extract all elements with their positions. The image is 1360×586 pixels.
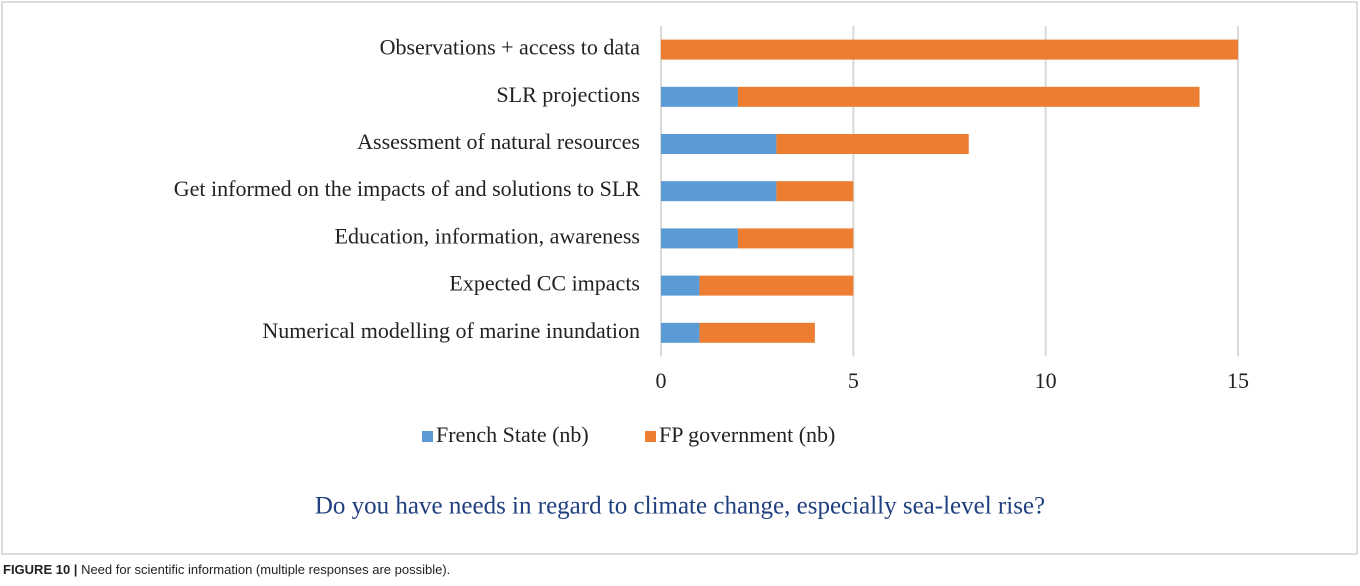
legend-swatch	[645, 431, 656, 442]
x-tick-label: 10	[1035, 368, 1057, 393]
y-tick-label: Education, information, awareness	[335, 223, 640, 248]
x-tick-label: 15	[1227, 368, 1249, 393]
legend-swatch	[422, 431, 433, 442]
y-tick-label: Numerical modelling of marine inundation	[262, 318, 640, 343]
bar-segment	[661, 39, 1238, 60]
x-tick-label: 0	[656, 368, 667, 393]
bar-segment	[737, 228, 854, 249]
bar-segment	[699, 275, 854, 296]
y-tick-label: Observations + access to data	[380, 35, 641, 60]
y-tick-label: Assessment of natural resources	[357, 129, 640, 154]
legend-label: FP government (nb)	[659, 422, 835, 447]
y-tick-label: Get informed on the impacts of and solut…	[174, 176, 641, 201]
bar-segment	[737, 86, 1200, 107]
subtitle: Do you have needs in regard to climate c…	[315, 493, 1045, 520]
y-tick-label: SLR projections	[496, 82, 640, 107]
bar-segment	[776, 134, 969, 154]
y-tick-label: Expected CC impacts	[449, 271, 640, 296]
frame	[1, 1, 1358, 555]
bar-segment	[661, 275, 700, 296]
bar-segment	[661, 134, 777, 154]
caption-label: FIGURE 10 |	[3, 562, 77, 577]
bar-segment	[661, 181, 777, 202]
bar-segment	[776, 181, 854, 202]
bar-segment	[699, 322, 815, 343]
bar-segment	[661, 86, 738, 107]
caption-text: Need for scientific information (multipl…	[81, 562, 450, 577]
bar-segment	[661, 228, 738, 249]
legend-label: French State (nb)	[436, 422, 589, 447]
x-tick-label: 5	[848, 368, 859, 393]
bar-segment	[661, 322, 700, 343]
caption: FIGURE 10 | Need for scientific informat…	[3, 562, 450, 577]
